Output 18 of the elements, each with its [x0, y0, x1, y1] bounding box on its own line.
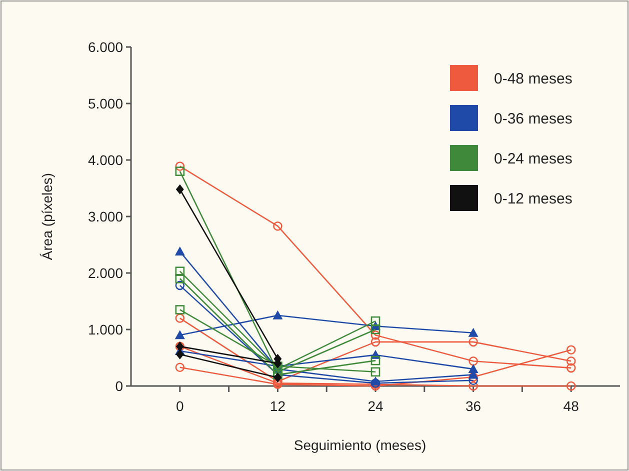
legend-label: 0-24 meses [494, 150, 572, 168]
y-tick-label: 6.000 [88, 38, 124, 55]
x-tick-label: 24 [368, 398, 384, 414]
x-tick-label: 12 [270, 398, 286, 414]
x-tick-label: 0 [176, 398, 184, 414]
y-tick-label: 5.000 [88, 95, 124, 112]
y-tick-label: 4.000 [88, 152, 124, 168]
y-tick-label: 3.000 [88, 208, 124, 224]
legend-label: 0-12 meses [494, 190, 572, 208]
x-tick-label: 48 [563, 398, 580, 414]
legend-label: 0-48 meses [494, 70, 572, 88]
x-tick-label: 36 [466, 398, 482, 414]
legend-label: 0-36 meses [494, 110, 572, 128]
y-tick-label: 2.000 [88, 264, 124, 281]
y-axis-title: Área (píxeles) [39, 172, 55, 260]
y-tick-label: 0 [115, 378, 124, 394]
x-axis-title: Seguimiento (meses) [294, 437, 426, 453]
y-tick-label: 1.000 [88, 321, 124, 338]
